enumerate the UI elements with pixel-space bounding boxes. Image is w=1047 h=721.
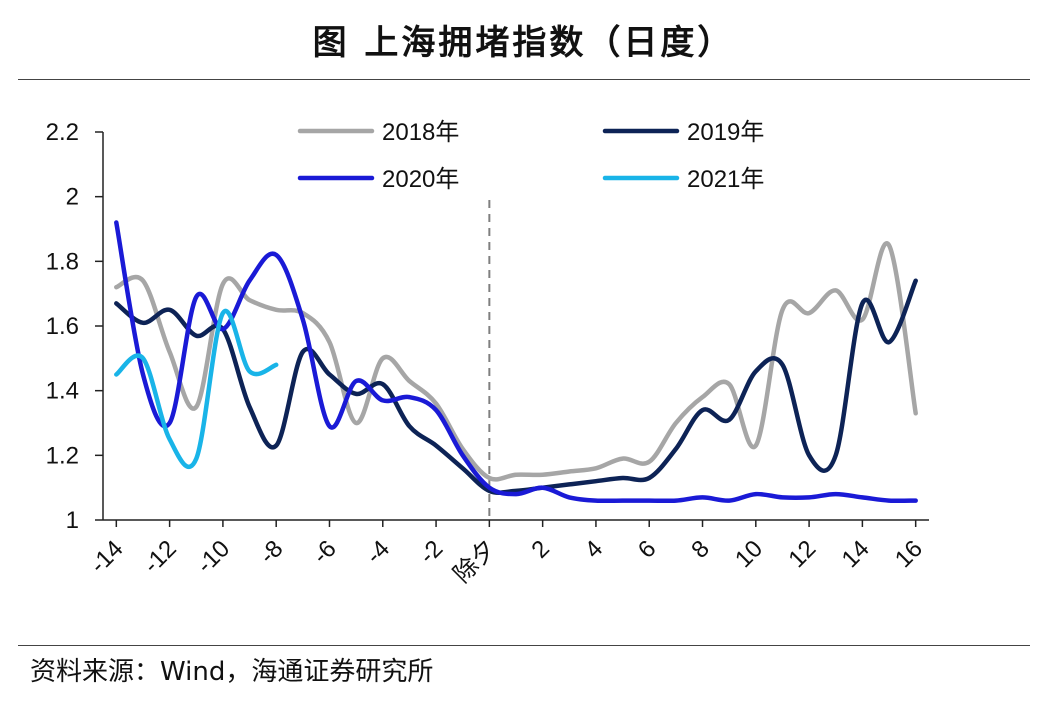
x-tick-label: -8	[254, 535, 288, 569]
series-line-2	[114, 278, 918, 495]
legend-label: 2020年	[382, 166, 459, 193]
x-tick-label: 10	[730, 535, 768, 573]
series-line-3	[114, 220, 918, 504]
legend: 2018年 2019年 2020年 2021年	[297, 119, 764, 193]
x-tick-label: -4	[361, 535, 395, 569]
y-tick-label: 2.2	[46, 119, 79, 146]
axes: 11.21.41.61.822.2-14 -12 -10 -8 -6 -4 -2 除夕 2 4 6 8…	[46, 119, 929, 588]
y-tick-label: 1	[66, 507, 79, 534]
series-lines	[114, 220, 918, 504]
x-tick-label: 4	[580, 535, 609, 564]
top-divider	[18, 79, 1030, 80]
y-tick-label: 1.6	[46, 313, 79, 340]
x-tick-label: 6	[633, 535, 662, 564]
x-tick-label: -6	[308, 535, 342, 569]
x-tick-label: -2	[414, 535, 448, 569]
y-tick-label: 2	[66, 184, 79, 211]
legend-label: 2018年	[382, 119, 459, 146]
y-tick-label: 1.8	[46, 248, 79, 275]
x-tick-label: -10	[192, 535, 236, 579]
x-tick-label: -14	[85, 535, 129, 579]
x-tick-label: -12	[138, 535, 182, 579]
x-tick-label: 16	[890, 535, 928, 573]
x-tick-label: 除夕	[449, 535, 502, 588]
y-tick-label: 1.2	[46, 442, 79, 469]
x-tick-label: 8	[686, 535, 715, 564]
series-line-4	[114, 308, 279, 469]
y-tick-label: 1.4	[46, 378, 79, 405]
x-tick-label: 12	[783, 535, 821, 573]
source-note: 资料来源：Wind，海通证券研究所	[30, 657, 434, 687]
bottom-divider	[18, 645, 1030, 646]
chart-area: 11.21.41.61.822.2-14 -12 -10 -8 -6 -4 -2 除夕 2 4 6 8…	[46, 119, 929, 588]
x-tick-label: 14	[837, 535, 875, 573]
chart-title: 图 上海拥堵指数（日度）	[312, 23, 735, 63]
legend-label: 2021年	[687, 166, 764, 193]
x-tick-label: 2	[526, 535, 555, 564]
legend-label: 2019年	[687, 119, 764, 146]
